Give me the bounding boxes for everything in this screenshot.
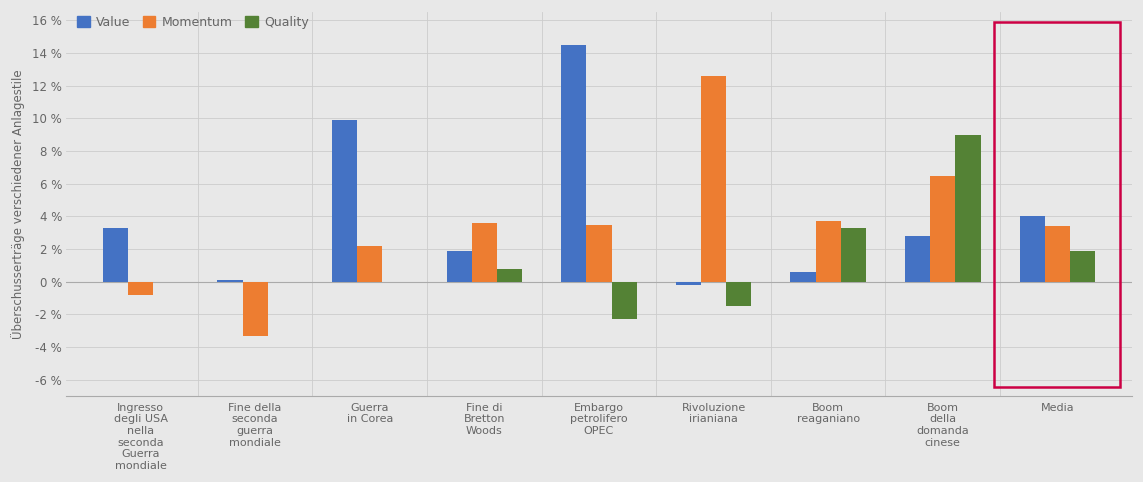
Bar — [472, 223, 497, 281]
Bar — [726, 281, 751, 306]
Y-axis label: Überschusserträge verschiedener Anlagestile: Überschusserträge verschiedener Anlagest… — [11, 69, 25, 339]
Bar — [331, 120, 357, 281]
Bar — [242, 281, 267, 335]
Bar — [994, 22, 1120, 387]
Bar — [1045, 226, 1070, 281]
Bar — [217, 280, 242, 281]
Bar — [447, 251, 472, 281]
Bar — [561, 45, 586, 281]
Bar — [905, 236, 930, 281]
Bar — [103, 228, 128, 281]
Bar — [701, 76, 726, 281]
Bar — [612, 281, 637, 319]
Bar — [586, 225, 612, 281]
Bar — [497, 268, 522, 281]
Bar — [357, 246, 383, 281]
Bar — [930, 175, 956, 281]
Bar — [128, 281, 153, 295]
Legend: Value, Momentum, Quality: Value, Momentum, Quality — [72, 11, 313, 34]
Bar — [790, 272, 816, 281]
Bar — [816, 221, 841, 281]
Bar — [841, 228, 866, 281]
Bar — [956, 135, 981, 281]
Bar — [1070, 251, 1095, 281]
Bar — [676, 281, 701, 285]
Bar — [1020, 216, 1045, 281]
